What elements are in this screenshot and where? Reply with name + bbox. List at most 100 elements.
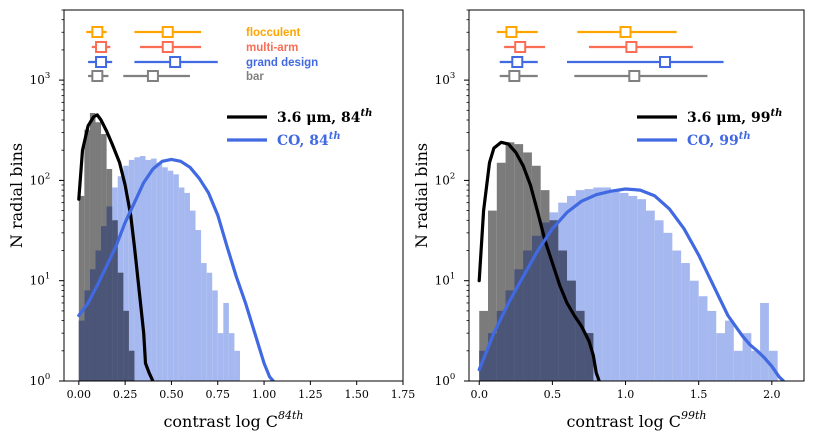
y-tick-label: 101 [30,272,51,288]
median-marker-flocculent [505,26,518,38]
histogram-bar [178,187,185,381]
y-tick-base: 10 [435,374,450,388]
histogram-bar [223,302,229,381]
histogram-bar [123,165,129,381]
histogram-bar [575,190,585,381]
histogram-bar [139,156,146,381]
histogram-overlap [78,206,135,381]
type-label-flocculent: flocculent [246,27,300,39]
overlap-bar [496,310,506,381]
histogram-bar [698,296,708,381]
histogram-bar [619,192,629,381]
histogram-bar [195,230,202,381]
plot-area [77,112,275,381]
overlap-bar [479,350,489,381]
histogram-bar [672,250,682,381]
legend-label-sup: th [739,131,751,142]
histogram-bar [760,302,769,381]
legend-label: 3.6 μm, 99th [687,108,782,126]
histogram-bar [201,263,207,381]
y-tick-base: 10 [30,173,45,187]
stellar-kde-line [77,113,155,381]
histogram-bar [206,272,213,381]
x-tick-label: 1.5 [690,388,708,401]
type-label-bar: bar [246,71,264,83]
y-axis-label: N radial bins [412,143,431,248]
y-tick-label: 103 [30,71,51,87]
y-tick-label: 101 [435,272,456,288]
overlap-bar [84,290,90,381]
chart-panel-left: flocculent multi-arm grand design bar 3.6 μm… [7,9,415,431]
overlap-bar [575,310,585,381]
overlap-bar [123,310,129,381]
median-marker-flocculent [161,26,174,38]
legend-label: 3.6 μm, 84th [277,108,372,126]
legend-label-main: 3.6 μm, 99 [687,110,771,126]
overlap-bar [95,250,102,381]
histogram-bar [751,350,761,381]
overlap-bar [567,280,576,381]
x-tick-label: 1.50 [344,388,369,401]
x-axis-label-main: contrast log C [163,412,278,431]
y-tick-exp: 1 [45,272,50,282]
median-marker-multi-arm [514,41,527,53]
histogram-bar [234,350,240,381]
overlap-bar [531,235,541,381]
median-marker-bar [508,70,521,82]
histogram-bar [78,195,85,381]
median-marker-grand-design [169,56,182,68]
y-tick-base: 10 [30,274,45,288]
y-tick-base: 10 [30,73,45,87]
y-tick-base: 10 [435,274,450,288]
y-tick-label: 102 [435,171,456,187]
histogram-bar [654,220,664,381]
overlap-bar [128,350,135,381]
median-marker-multi-arm [161,41,174,53]
overlap-bar [117,272,124,381]
histogram-bar [162,167,168,381]
overlap-bar [558,250,568,381]
type-label-grand-design: grand design [246,57,318,69]
x-axis-label-sup: 99th [681,409,707,422]
overlap-bar [523,250,532,381]
histogram-bar [663,232,673,381]
legend-label: CO, 84th [277,131,341,149]
histogram-bar [189,210,196,381]
overlap-bar [488,333,497,381]
y-tick-label: 100 [435,372,456,388]
histogram-bar [725,320,734,381]
histogram-bar [151,158,157,381]
median-marker-bar [628,70,641,82]
histogram-bar [584,189,594,381]
overlap-bar [540,222,550,381]
x-tick-label: 1.25 [298,388,323,401]
histogram-bar [84,129,90,381]
x-axis-label: contrast log C99th [566,409,706,431]
histogram-bar [681,263,690,381]
histogram-bar [488,210,497,381]
histogram-bar [228,333,235,381]
y-tick-exp: 3 [45,71,50,81]
overlap-bar [101,226,107,381]
histogram-bar [742,333,752,381]
x-tick-label: 0.00 [67,388,92,401]
median-marker-bar [146,70,159,82]
histogram-bar [637,199,647,381]
median-marker-grand-design [659,56,672,68]
histogram-bar [646,210,655,381]
legend-label-main: CO, 84 [277,133,329,149]
y-tick-exp: 2 [45,171,50,181]
legend-label-main: CO, 99 [687,133,739,149]
x-axis-label: contrast log C84th [163,409,303,431]
legend-label: CO, 99th [687,131,751,149]
x-axis: 0.0 0.5 1.0 1.5 2.0 [470,381,781,401]
histogram-bar [707,310,717,381]
y-tick-exp: 0 [45,372,50,382]
y-tick-base: 10 [435,73,450,87]
y-tick-exp: 1 [450,272,455,282]
range-markers [496,26,724,82]
legend-label-sup: th [361,108,373,119]
